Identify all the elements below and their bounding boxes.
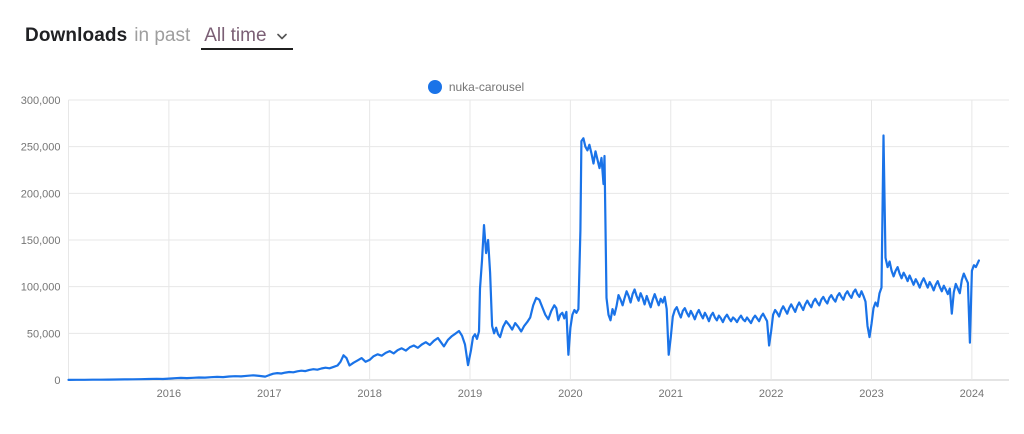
x-tick-label: 2022 [759,388,783,400]
y-tick-label: 0 [54,375,60,387]
legend-label: nuka-carousel [448,80,525,94]
x-tick-label: 2024 [960,388,984,400]
x-tick-label: 2021 [659,388,683,400]
y-tick-label: 300,000 [21,95,61,107]
time-range-select[interactable]: All time [201,25,294,48]
x-tick-label: 2019 [458,388,482,400]
y-tick-label: 100,000 [21,282,61,294]
x-tick-label: 2023 [859,388,883,400]
y-tick-label: 50,000 [27,328,61,340]
chart-legend: nuka-carousel [0,80,1008,94]
y-tick-label: 200,000 [21,188,61,200]
x-tick-label: 2016 [157,388,181,400]
x-tick-label: 2018 [357,388,381,400]
legend-item-nuka-carousel[interactable]: nuka-carousel [427,80,525,94]
x-tick-label: 2017 [257,388,281,400]
y-tick-label: 250,000 [21,142,61,154]
x-tick-label: 2020 [558,388,582,400]
downloads-header: Downloads in past All time [25,24,294,50]
page-title: Downloads [25,25,128,46]
legend-dot-icon [427,80,442,94]
y-tick-label: 150,000 [21,235,61,247]
series-line-nuka-carousel [67,134,981,381]
range-label: in past [134,25,191,46]
